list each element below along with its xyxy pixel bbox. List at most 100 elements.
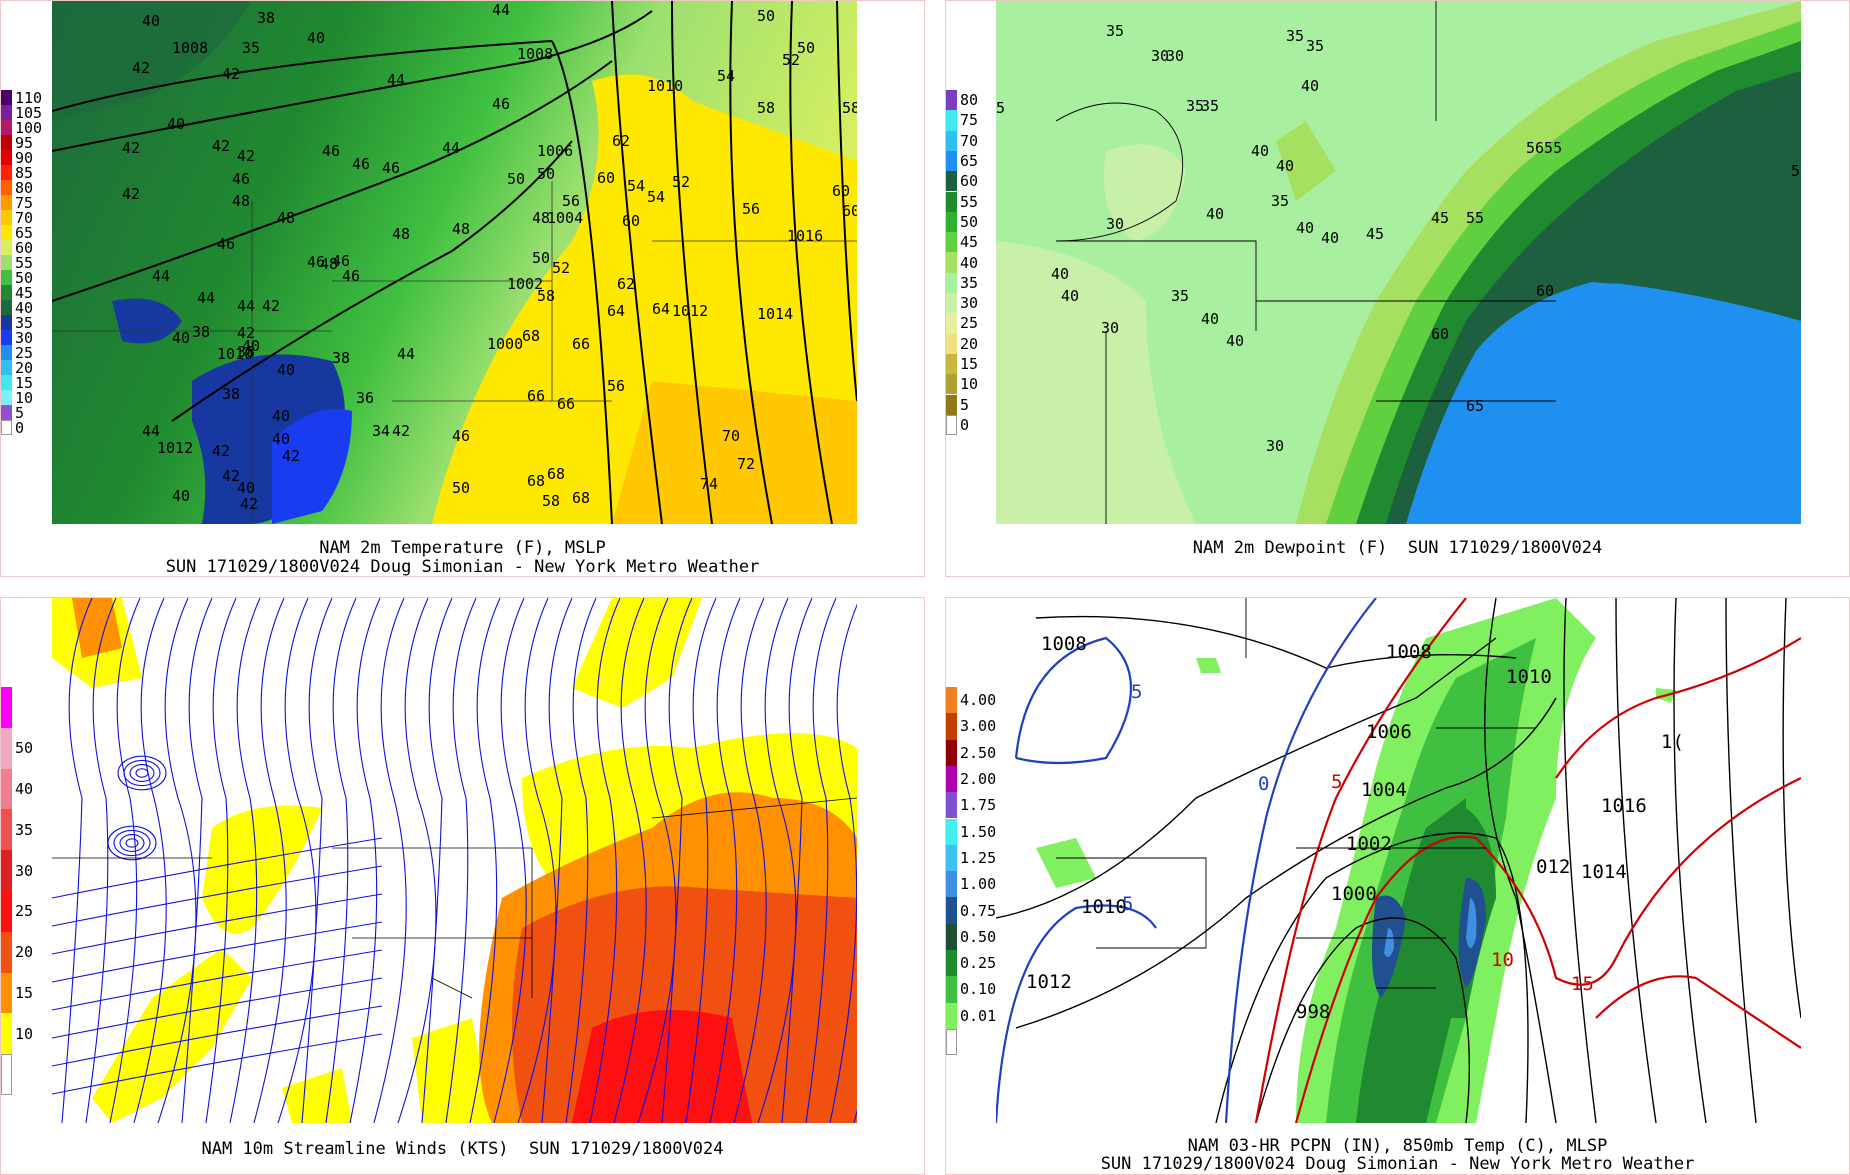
legend-swatch [946,897,957,924]
legend-swatch [946,374,957,395]
map-contour-label: 44 [142,422,160,440]
map-contour-label: 40 [1276,157,1294,175]
map-contour-label: 38 [257,9,275,27]
streamline [709,598,741,1123]
legend-label: 20 [15,943,34,962]
legend-swatch [946,191,957,212]
map-contour-label: 1012 [672,302,708,320]
legend-label: 15 [15,373,34,392]
map-contour-label: 40 [1251,142,1269,160]
map-contour-label: 38 [237,343,255,361]
map-contour-label: 1( [1661,731,1684,753]
legend-label: 0.75 [960,901,997,920]
legend-label: 3.00 [960,717,997,736]
map-contour-label: 50 [507,170,525,188]
streamline [445,598,477,1123]
legend-swatch [1,375,12,390]
map-contour-label: 35 [242,39,260,57]
map-contour-label: 35 [1201,97,1219,115]
legend-label: 55 [15,253,34,272]
map-contour-label: 40 [1201,310,1219,328]
legend-label: 105 [15,103,43,122]
map-contour-label: 64 [607,302,625,320]
map-contour-label: 1012 [1026,971,1072,993]
streamline [397,598,437,1123]
legend-label: 10 [960,375,979,394]
legend-label: 10 [15,1024,34,1043]
streamline [52,837,383,899]
legend-swatch [1,315,12,330]
map-contour-label: 35 [1271,192,1289,210]
streamline [52,977,383,1039]
streamline [52,949,383,1011]
legend-label: 20 [15,358,34,377]
map-contour-label: 5 [996,99,1005,117]
legend-label: 60 [960,172,979,191]
legend-label: 50 [15,268,34,287]
legend-label: 25 [960,314,979,333]
map-contour-label: 52 [672,173,690,191]
map-contour-label: 1008 [1041,633,1087,655]
legend-label: 1.50 [960,822,997,841]
legend-label: 75 [15,193,34,212]
map-contour-label: 40 [1296,219,1314,237]
streamline [85,598,117,1123]
map-contour-label: 1000 [487,335,523,353]
map-contour-label: 66 [557,395,575,413]
legend-label: 10 [15,388,34,407]
legend-label: 90 [15,148,34,167]
map-contour-label: 42 [240,495,258,513]
map-contour-label: 42 [212,137,230,155]
map-contour-label: 68 [572,489,590,507]
legend-label: 100 [15,118,43,137]
map-contour-label: 74 [700,475,718,493]
legend-swatch [1,195,12,210]
legend-swatch [1,240,12,255]
legend-swatch [1,225,12,240]
map-contour-label: 46 [492,95,510,113]
map-contour-label: 40 [277,361,295,379]
legend-swatch [1,90,12,105]
streamline-vortex [113,829,151,857]
legend-swatch [946,950,957,977]
map-contour-label: 42 [392,422,410,440]
legend-label: 0.50 [960,927,997,946]
map-contour-label: 5 [1331,771,1342,793]
legend-label: 30 [960,294,979,313]
map-contour-label: 66 [527,387,545,405]
streamline [469,598,501,1123]
map-contour-label: 35 [1286,27,1304,45]
legend-swatch [946,923,957,950]
map-contour-label: 1008 [517,45,553,63]
legend-swatch [946,1028,957,1056]
legend-swatch [1,360,12,375]
streamline [685,598,717,1123]
map-contour-label: 64 [652,300,670,318]
wind-map-svg [52,598,857,1123]
map-contour-label: 48 [392,225,410,243]
map-contour-label: 50 [452,479,470,497]
streamline-vortex [129,764,155,782]
map-contour-label: 46 [352,155,370,173]
streamline [52,1005,383,1067]
map-contour-label: 1012 [157,439,193,457]
map-contour-label: 60 [1431,325,1449,343]
streamline [757,598,797,1123]
legend-label: 0 [15,418,25,437]
legend-label: 0.01 [960,1006,997,1025]
map-contour-label: 40 [1321,229,1339,247]
map-contour-label: 38 [332,349,350,367]
legend-swatch [946,293,957,314]
map-contour-label: 58 [757,99,775,117]
streamline [52,865,383,927]
map-contour-label: 35 [1171,287,1189,305]
streamline [349,598,381,1123]
map-contour-label: 1010 [647,77,683,95]
map-contour-label: 56 [607,377,625,395]
legend-label: 50 [960,212,979,231]
map-contour-label: 52 [552,259,570,277]
legend-label: 25 [15,343,34,362]
legend-label: 55 [960,192,979,211]
